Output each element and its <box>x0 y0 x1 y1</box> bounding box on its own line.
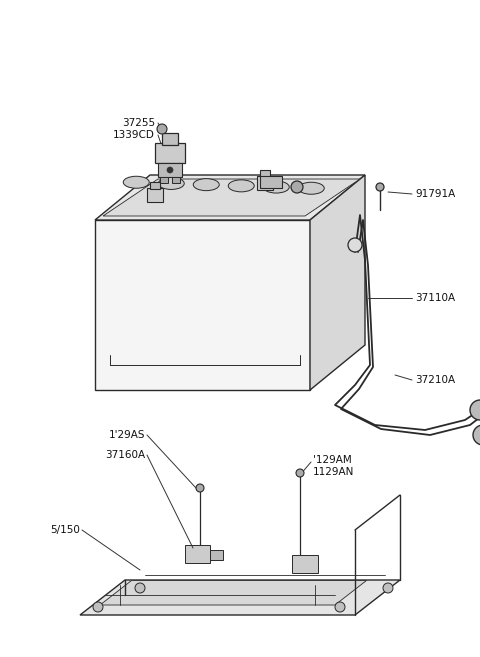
Circle shape <box>93 602 103 612</box>
Circle shape <box>470 400 480 420</box>
Text: 5/150: 5/150 <box>50 525 80 535</box>
Bar <box>147 188 163 202</box>
Text: 1129AN: 1129AN <box>313 467 354 477</box>
Ellipse shape <box>158 177 184 189</box>
Polygon shape <box>210 550 223 560</box>
Circle shape <box>291 181 303 193</box>
Ellipse shape <box>263 181 289 193</box>
Circle shape <box>473 425 480 445</box>
Circle shape <box>376 183 384 191</box>
Ellipse shape <box>228 180 254 192</box>
Circle shape <box>157 124 167 134</box>
Text: '129AM: '129AM <box>313 455 352 465</box>
Circle shape <box>383 583 393 593</box>
Text: 91791A: 91791A <box>415 189 455 199</box>
Ellipse shape <box>193 179 219 191</box>
Polygon shape <box>185 545 210 563</box>
Polygon shape <box>103 179 360 216</box>
Polygon shape <box>292 555 318 573</box>
Ellipse shape <box>298 182 324 194</box>
Bar <box>260 176 282 188</box>
Text: 1'29AS: 1'29AS <box>108 430 145 440</box>
Bar <box>155 143 185 163</box>
Text: 37160A: 37160A <box>105 450 145 460</box>
Bar <box>172 177 180 183</box>
Text: 37110A: 37110A <box>415 293 455 303</box>
Circle shape <box>167 167 173 173</box>
Bar <box>158 163 182 177</box>
Polygon shape <box>310 175 365 390</box>
Bar <box>160 177 168 183</box>
Bar <box>260 170 270 177</box>
Bar <box>257 176 273 190</box>
Circle shape <box>348 238 362 252</box>
Text: 37255: 37255 <box>122 118 155 128</box>
Bar <box>162 133 178 145</box>
Bar <box>150 182 160 189</box>
Circle shape <box>335 602 345 612</box>
Circle shape <box>296 469 304 477</box>
Ellipse shape <box>123 176 149 189</box>
Text: 37210A: 37210A <box>415 375 455 385</box>
Circle shape <box>196 484 204 492</box>
Polygon shape <box>95 220 310 390</box>
Polygon shape <box>100 581 367 605</box>
Polygon shape <box>95 175 365 220</box>
Text: 1339CD: 1339CD <box>113 130 155 140</box>
Polygon shape <box>80 580 400 615</box>
Circle shape <box>135 583 145 593</box>
